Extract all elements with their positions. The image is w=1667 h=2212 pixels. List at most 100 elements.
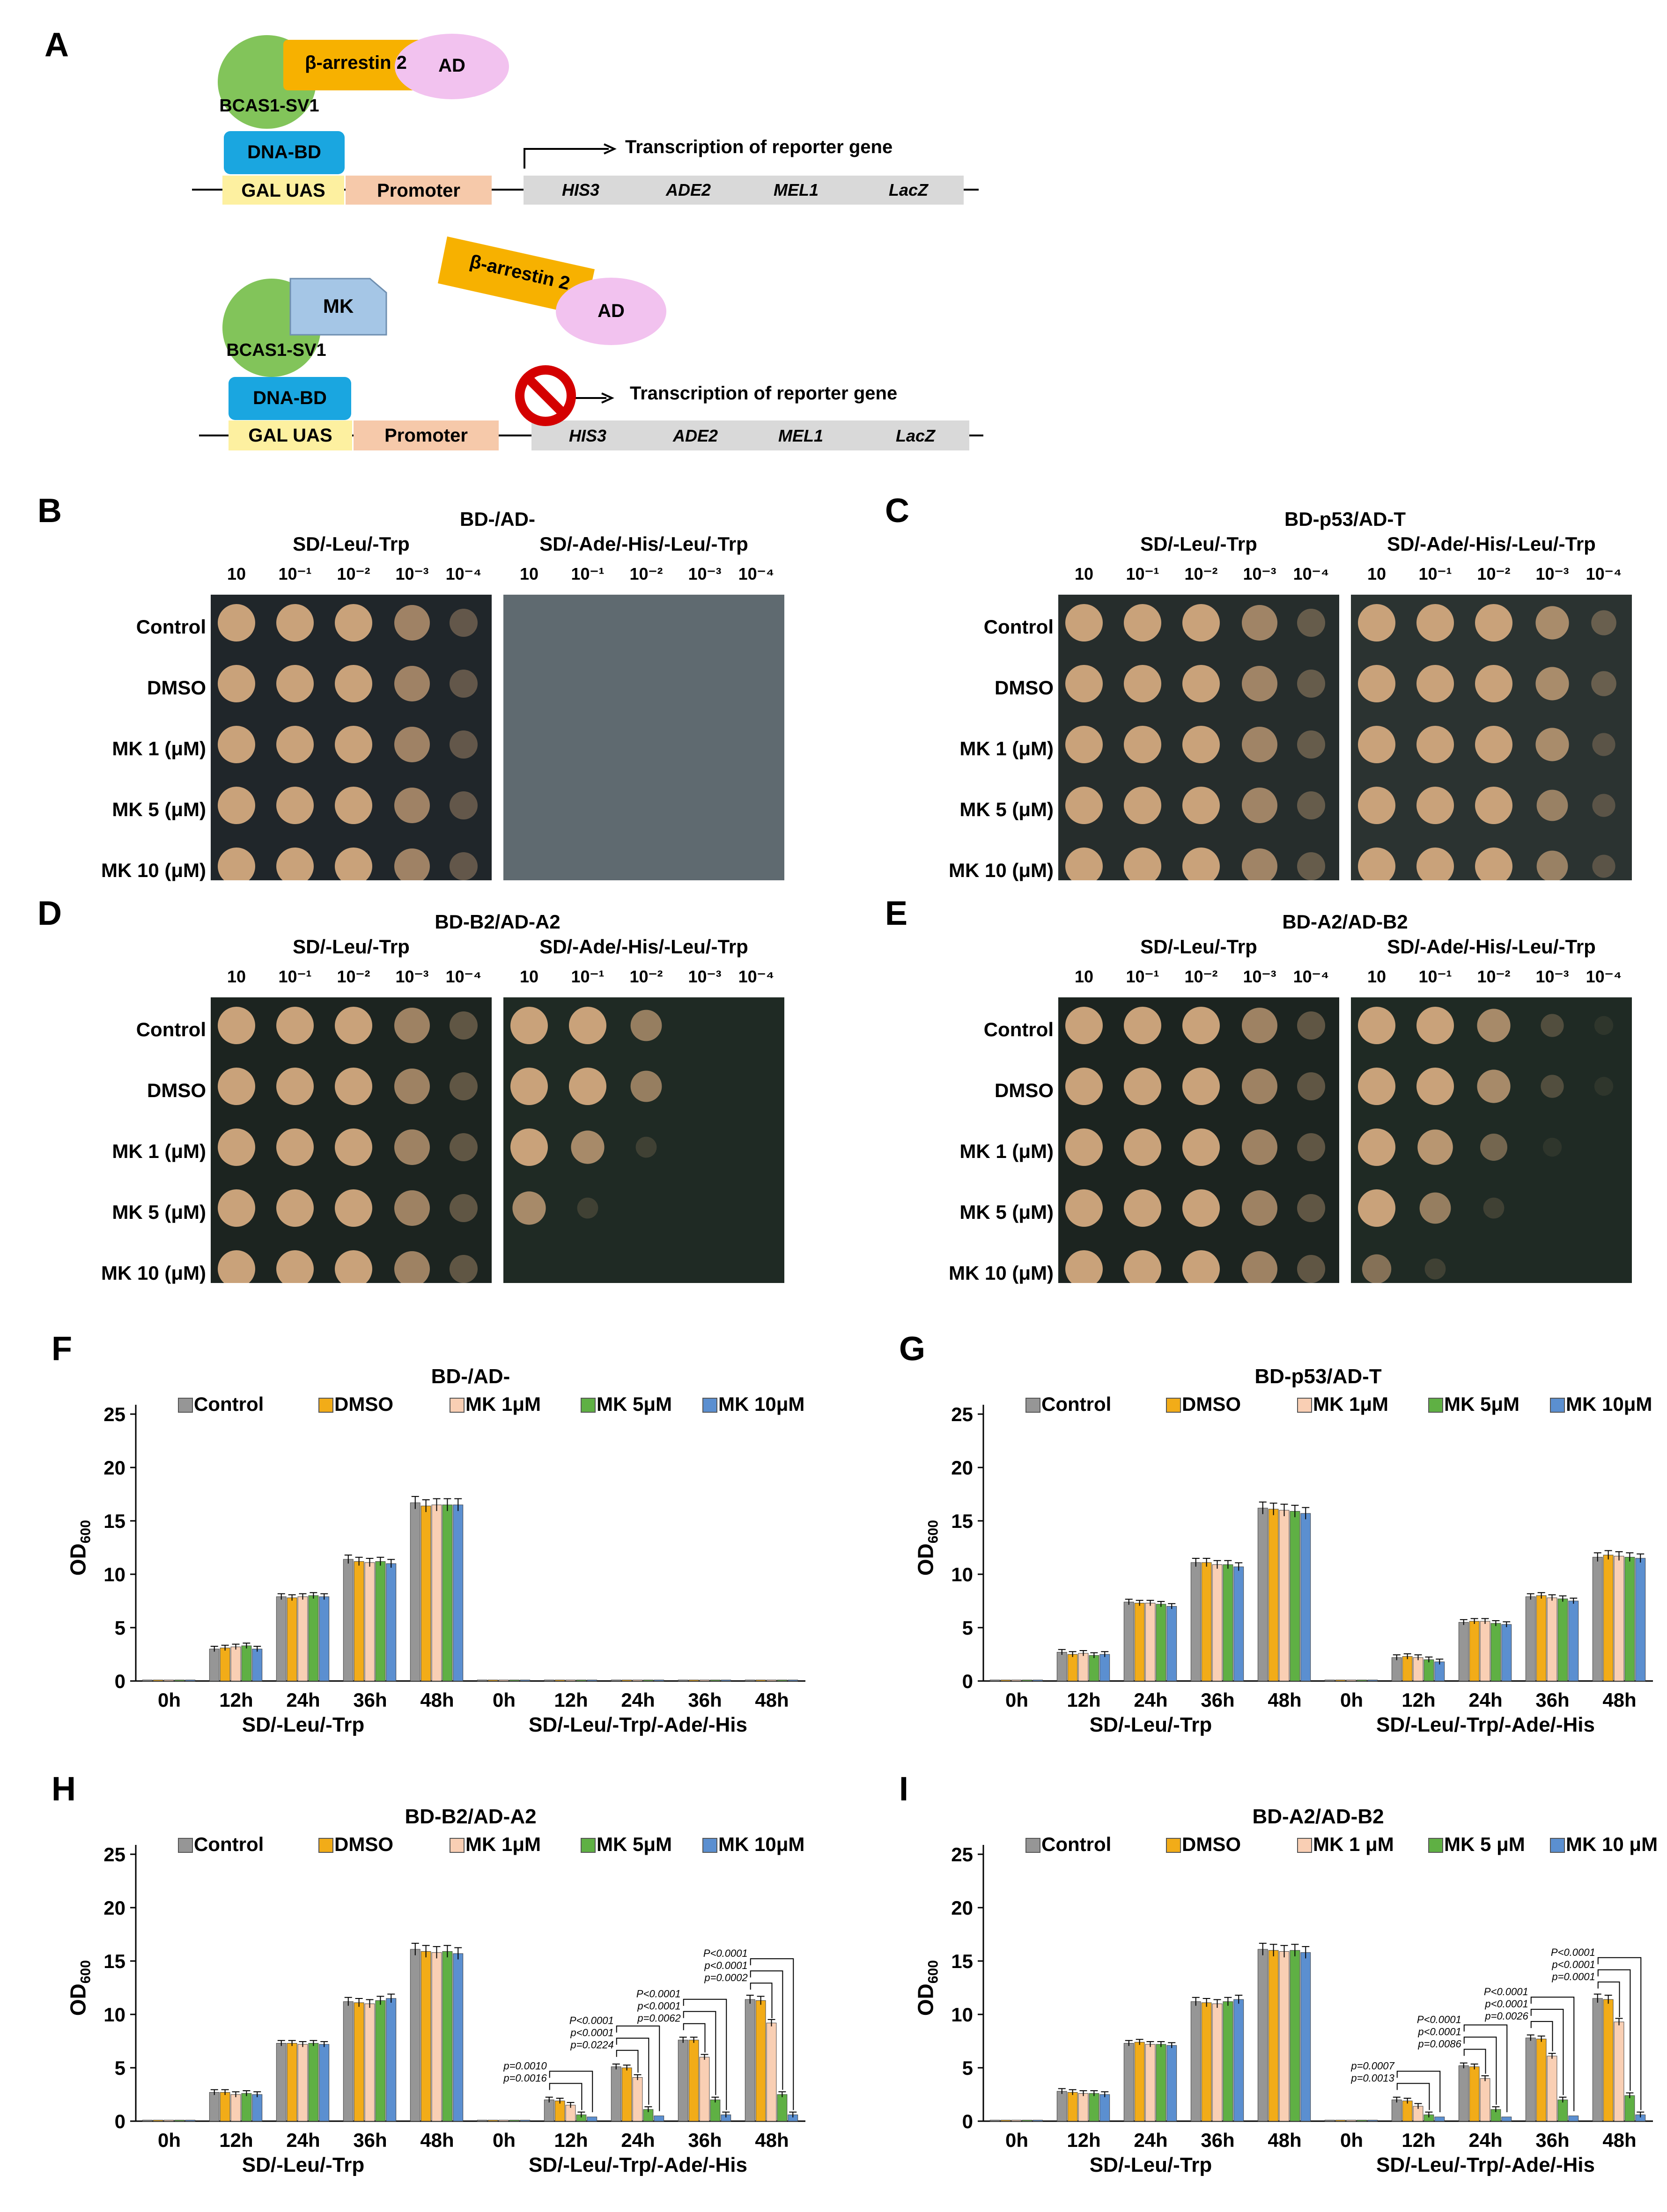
panel-label-a: A bbox=[44, 26, 69, 64]
bar bbox=[1624, 2095, 1635, 2122]
colony-spot bbox=[569, 1068, 606, 1105]
y-tick-label: 15 bbox=[103, 1950, 125, 1972]
row-label: MK 10 (μM) bbox=[101, 1262, 206, 1284]
colony-spot bbox=[218, 1189, 255, 1227]
bar bbox=[276, 1596, 287, 1681]
chart-panel-g: G BD-p53/AD-T OD600 Control DMSO MK 1μM MK 5μM… bbox=[848, 1320, 1662, 1742]
x-tick-label: 48h bbox=[755, 2129, 789, 2151]
bar bbox=[1011, 2120, 1022, 2122]
colony-spot bbox=[218, 1007, 255, 1044]
colony-spot bbox=[1182, 1068, 1220, 1105]
significance-bracket bbox=[1463, 2036, 1497, 2105]
bar bbox=[185, 1680, 196, 1681]
bar bbox=[1490, 1623, 1501, 1681]
legend-swatch bbox=[1166, 1838, 1181, 1853]
x-tick-label: 24h bbox=[1468, 2129, 1502, 2151]
p-value-label: p=0.0026 bbox=[1484, 2010, 1528, 2022]
arrow-icon-top bbox=[524, 148, 609, 169]
bar bbox=[1501, 2116, 1512, 2122]
y-tick-label: 20 bbox=[103, 1457, 125, 1479]
colony-spot bbox=[1297, 852, 1325, 880]
bar bbox=[1536, 2038, 1547, 2122]
legend-label: MK 10μM bbox=[1566, 1393, 1652, 1415]
dilution-label: 10⁻¹ bbox=[1126, 564, 1159, 583]
x-tick-label: 0h bbox=[158, 1689, 181, 1711]
colony-spot bbox=[1242, 788, 1277, 823]
bar bbox=[1501, 1624, 1512, 1681]
colony-spot bbox=[1297, 1011, 1325, 1040]
colony-spot bbox=[1124, 1007, 1161, 1044]
legend-swatch bbox=[1297, 1398, 1312, 1413]
colony-spot bbox=[276, 848, 314, 880]
y-tick-label: 10 bbox=[951, 1563, 973, 1585]
x-tick-label: 12h bbox=[1401, 2129, 1435, 2151]
bar bbox=[755, 2000, 766, 2122]
x-tick-label: 48h bbox=[1602, 1689, 1636, 1711]
legend-label: DMSO bbox=[334, 1393, 393, 1415]
bar bbox=[1603, 1999, 1614, 2122]
significance-bracket bbox=[683, 1998, 727, 2110]
bar bbox=[1458, 1622, 1469, 1681]
bar bbox=[554, 1680, 565, 1681]
colony-spot bbox=[1065, 1068, 1103, 1105]
legend-swatch bbox=[178, 1398, 193, 1413]
panel-label: B bbox=[37, 492, 62, 530]
bar bbox=[1568, 1600, 1579, 1681]
bar bbox=[308, 2043, 319, 2122]
legend-label: Control bbox=[1041, 1833, 1112, 1855]
row-label: Control bbox=[136, 1018, 206, 1040]
panel-title: BD-B2/AD-A2 bbox=[435, 911, 561, 933]
bar bbox=[1223, 2001, 1233, 2122]
x-tick-label: 0h bbox=[1005, 2129, 1028, 2151]
colony-spot bbox=[1358, 726, 1395, 763]
p-value-label: p<0.0001 bbox=[1484, 1998, 1528, 2010]
bar bbox=[699, 1680, 710, 1681]
reporter-box-top bbox=[524, 176, 964, 205]
row-label: MK 1 (μM) bbox=[112, 1140, 206, 1162]
row-label: MK 1 (μM) bbox=[959, 737, 1054, 759]
legend-swatch bbox=[450, 1398, 465, 1413]
x-tick-label: 48h bbox=[1268, 1689, 1301, 1711]
bar bbox=[1201, 1562, 1212, 1681]
bar bbox=[678, 1680, 688, 1681]
dilution-label: 10⁻¹ bbox=[1418, 564, 1452, 583]
chart-title: BD-p53/AD-T bbox=[1254, 1365, 1382, 1388]
x-tick-label: 12h bbox=[219, 2129, 253, 2151]
bar bbox=[1402, 2101, 1413, 2122]
group-label: SD/-Leu/-Trp bbox=[242, 2153, 365, 2176]
mk-label: MK bbox=[323, 295, 354, 317]
bar bbox=[364, 1562, 375, 1681]
bar bbox=[209, 1649, 220, 1681]
legend-label: MK 10μM bbox=[718, 1393, 805, 1415]
significance-bracket bbox=[1597, 1957, 1642, 2110]
bar bbox=[1391, 1657, 1402, 1681]
significance-bracket bbox=[616, 2037, 649, 2105]
bar bbox=[721, 1680, 731, 1681]
chart-panel-f: F BD-/AD- OD600 Control DMSO MK 1μM MK 5μM MK 1… bbox=[0, 1320, 815, 1742]
bar bbox=[632, 1680, 643, 1681]
colony-spot bbox=[218, 604, 255, 641]
bcas1-sv1-label-top: BCAS1-SV1 bbox=[219, 96, 319, 116]
bar bbox=[509, 1680, 520, 1681]
colony-spot bbox=[218, 787, 255, 824]
beta-arrestin-label-top: β-arrestin 2 bbox=[305, 52, 407, 73]
colony-spot bbox=[1124, 1068, 1161, 1105]
dilution-label: 10⁻² bbox=[1477, 564, 1511, 583]
bar bbox=[420, 1505, 431, 1681]
colony-spot bbox=[1483, 1197, 1505, 1219]
colony-spot bbox=[394, 1129, 430, 1165]
y-tick-label: 10 bbox=[103, 1563, 125, 1585]
bar bbox=[1480, 2078, 1490, 2122]
colony-spot bbox=[1592, 855, 1615, 878]
bar bbox=[1424, 1659, 1434, 1681]
dna-bd-shape-top bbox=[224, 131, 345, 174]
colony-spot bbox=[276, 787, 314, 824]
bar bbox=[1022, 1680, 1033, 1681]
legend-label: MK 1μM bbox=[465, 1393, 541, 1415]
significance-bracket bbox=[1463, 2024, 1508, 2112]
dilution-label: 10⁻¹ bbox=[278, 967, 312, 986]
mk-shape bbox=[289, 278, 387, 336]
group-label: SD/-Leu/-Trp bbox=[1090, 2153, 1212, 2176]
colony-spot bbox=[450, 1194, 478, 1222]
bar bbox=[1469, 1621, 1480, 1681]
